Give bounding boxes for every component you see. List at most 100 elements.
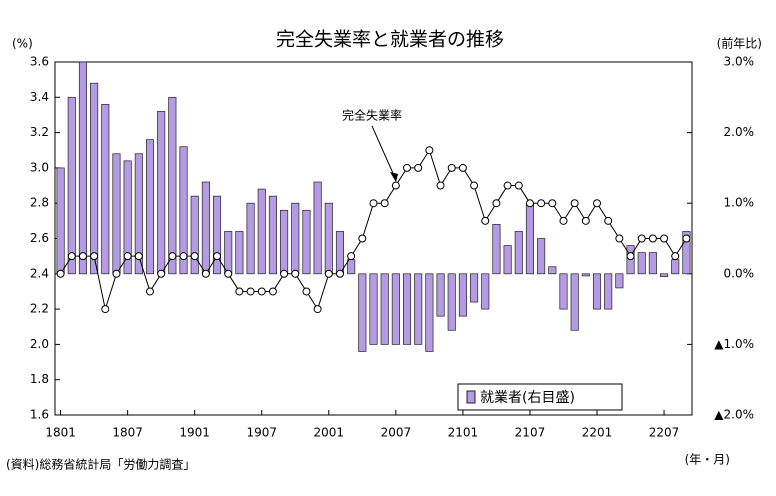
point (604, 216, 613, 225)
bar (335, 231, 345, 275)
bar (112, 153, 121, 275)
bar (391, 273, 400, 345)
point (414, 163, 423, 172)
point (537, 199, 546, 208)
bar (56, 167, 65, 275)
y-tick-label: 1.6 (30, 408, 49, 422)
bar (414, 273, 423, 345)
legend-swatch (466, 390, 476, 404)
point (403, 163, 412, 172)
bar (179, 146, 188, 275)
point (78, 252, 87, 261)
point (425, 146, 434, 155)
point (671, 252, 680, 261)
x-tick-label: 2101 (448, 426, 479, 440)
point (145, 287, 154, 296)
point (492, 199, 501, 208)
point (302, 287, 311, 296)
point (447, 163, 456, 172)
bar (90, 82, 99, 275)
bar (570, 273, 579, 331)
point (246, 287, 255, 296)
bar (224, 231, 233, 275)
point (380, 199, 389, 208)
bar (458, 273, 467, 317)
point (324, 269, 333, 278)
x-tick-label: 2001 (314, 426, 345, 440)
bar (268, 195, 277, 275)
bar (201, 181, 210, 275)
bar (257, 188, 266, 275)
bar (123, 160, 132, 275)
point (626, 252, 635, 261)
point (548, 199, 557, 208)
y-tick-label: 3.6 (30, 55, 49, 69)
x-tick-label: 1901 (179, 426, 210, 440)
x-tick-label: 1907 (246, 426, 277, 440)
point (67, 252, 76, 261)
bar (559, 273, 568, 310)
y-tick-label: 2.2 (30, 302, 49, 316)
bar (671, 259, 680, 275)
bar (313, 181, 322, 275)
annotation-arrow (371, 125, 397, 181)
bar (291, 202, 300, 275)
bar (324, 202, 333, 275)
point (358, 234, 367, 243)
bar (425, 273, 434, 352)
bar (548, 266, 557, 275)
point (347, 252, 356, 261)
point (168, 252, 177, 261)
point (615, 234, 624, 243)
point (257, 287, 266, 296)
bar (402, 273, 412, 345)
point (134, 252, 143, 261)
bar (157, 111, 166, 275)
y2-tick-label: ▲2.0% (714, 408, 754, 422)
point (213, 252, 222, 261)
bar (637, 252, 646, 275)
bar (145, 139, 155, 275)
point (525, 199, 534, 208)
point (190, 252, 199, 261)
bar (470, 273, 479, 303)
x-tick-label: 2207 (649, 426, 680, 440)
point (470, 181, 479, 190)
y-tick-label: 3.2 (30, 125, 49, 139)
point (112, 269, 121, 278)
point (224, 269, 233, 278)
annotation-arrowhead (390, 172, 398, 182)
x-tick-label: 2107 (515, 426, 546, 440)
y-tick-label: 2.4 (30, 266, 49, 280)
point (157, 269, 166, 278)
bar (592, 273, 602, 310)
x-tick-label: 1807 (112, 426, 143, 440)
y2-tick-label: ▲1.0% (714, 337, 754, 351)
point (268, 287, 277, 296)
bar (447, 273, 456, 331)
bar (78, 61, 87, 275)
point (514, 181, 523, 190)
point (436, 181, 445, 190)
point (593, 199, 602, 208)
source: (資料)総務省統計局「労働力調査」 (6, 457, 195, 472)
point (637, 234, 646, 243)
x-tick-label: 2201 (582, 426, 613, 440)
bar (101, 104, 110, 275)
point (335, 269, 344, 278)
y-tick-label: 1.8 (30, 372, 49, 386)
x-axis-label: (年・月) (685, 453, 730, 467)
y-tick-label: 2.6 (30, 231, 49, 245)
point (369, 199, 378, 208)
point (280, 269, 289, 278)
point (503, 181, 512, 190)
bar (280, 209, 289, 275)
x-tick-label: 2007 (381, 426, 412, 440)
point (313, 305, 322, 314)
bar (514, 231, 523, 275)
bar (246, 202, 255, 275)
bar (615, 273, 624, 289)
annotation: 完全失業率 (342, 108, 402, 123)
y2-tick-label: 3.0% (724, 55, 755, 69)
bar (525, 202, 534, 275)
